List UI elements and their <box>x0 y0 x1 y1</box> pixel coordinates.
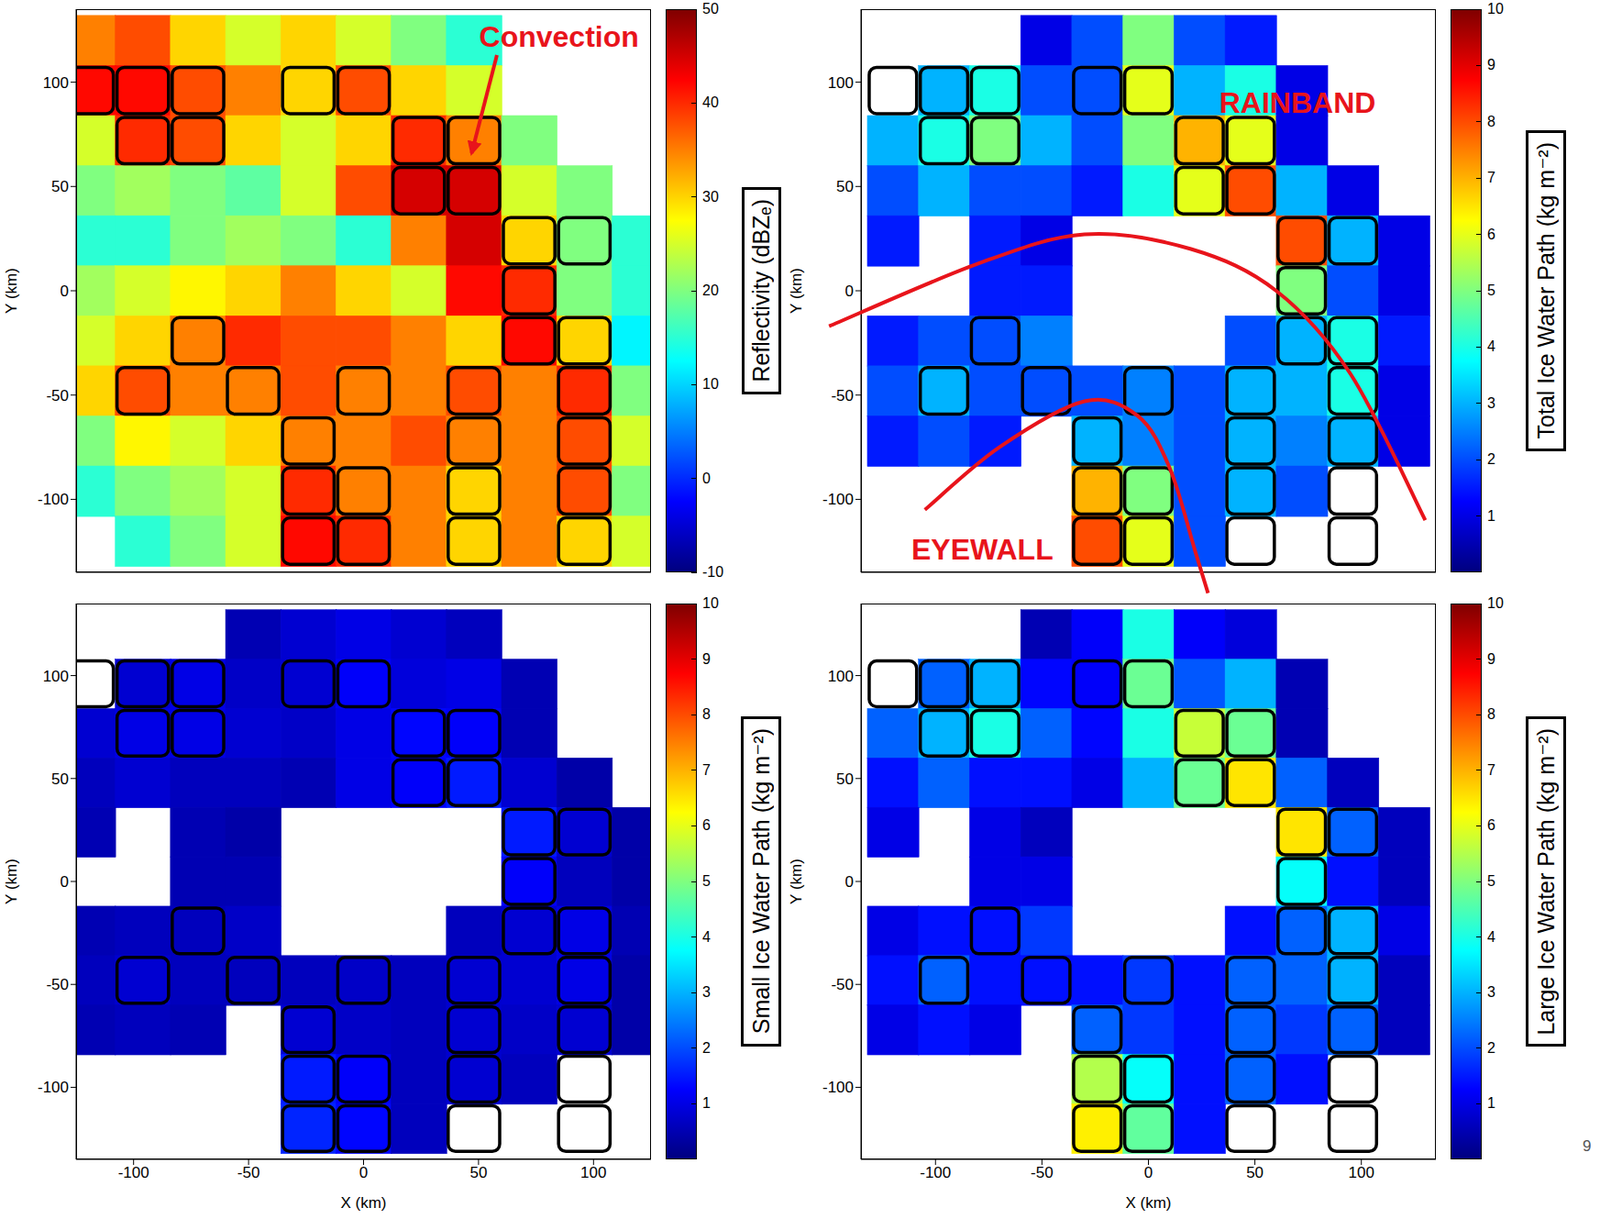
svg-text:50: 50 <box>1246 1163 1264 1181</box>
svg-text:0: 0 <box>359 1163 368 1181</box>
svg-text:50: 50 <box>836 177 854 196</box>
html-text:20: 20 <box>702 282 719 298</box>
svg-text:-50: -50 <box>830 975 854 994</box>
html-text:1: 1 <box>1487 1095 1496 1111</box>
html-text:2: 2 <box>1487 1039 1496 1056</box>
html-text:3: 3 <box>1487 984 1496 1000</box>
html-text:6: 6 <box>702 817 711 833</box>
html-text:9: 9 <box>1582 1136 1592 1155</box>
html-text:Large Ice Water Path (kg m⁻²): Large Ice Water Path (kg m⁻²) <box>1533 727 1559 1035</box>
svg-text:-50: -50 <box>237 1163 261 1181</box>
svg-text:Y (km): Y (km) <box>788 267 806 314</box>
svg-text:0: 0 <box>1144 1163 1153 1181</box>
html-text:7: 7 <box>1487 761 1496 778</box>
svg-text:100: 100 <box>43 667 69 685</box>
svg-text:50: 50 <box>51 770 69 788</box>
svg-text:-100: -100 <box>118 1163 150 1181</box>
svg-text:RAINBAND: RAINBAND <box>1219 86 1377 120</box>
html-text:5: 5 <box>1487 872 1496 889</box>
html-text:7: 7 <box>702 761 711 778</box>
svg-text:-50: -50 <box>830 386 854 405</box>
svg-text:-100: -100 <box>822 490 854 508</box>
html-text:5: 5 <box>1487 282 1496 298</box>
svg-text:Convection: Convection <box>479 20 640 54</box>
svg-text:Y (km): Y (km) <box>3 267 21 314</box>
svg-text:-50: -50 <box>45 975 69 994</box>
svg-text:50: 50 <box>836 770 854 788</box>
svg-text:-50: -50 <box>1030 1163 1054 1181</box>
html-text:4: 4 <box>1487 928 1496 945</box>
svg-text:Y (km): Y (km) <box>788 858 806 905</box>
html-text:2: 2 <box>702 1039 711 1056</box>
html-text:8: 8 <box>1487 113 1496 130</box>
svg-text:-100: -100 <box>37 490 69 508</box>
html-text:10: 10 <box>1487 595 1504 611</box>
svg-text:0: 0 <box>60 282 69 300</box>
html-text:3: 3 <box>702 984 711 1000</box>
html-text:9: 9 <box>702 650 711 667</box>
html-text:9: 9 <box>1487 650 1496 667</box>
html-text:-10: -10 <box>702 563 724 580</box>
html-text:2: 2 <box>1487 451 1496 467</box>
svg-text:100: 100 <box>580 1163 607 1181</box>
html-text:10: 10 <box>1487 0 1504 17</box>
html-text:50: 50 <box>702 0 719 17</box>
svg-text:Y (km): Y (km) <box>3 858 21 905</box>
html-text:9: 9 <box>1487 57 1496 73</box>
html-text:4: 4 <box>702 928 711 945</box>
html-text:10: 10 <box>702 595 719 611</box>
svg-text:X (km): X (km) <box>1125 1193 1171 1212</box>
html-text:3: 3 <box>1487 395 1496 411</box>
html-text:8: 8 <box>702 706 711 722</box>
svg-text:-100: -100 <box>822 1078 854 1096</box>
svg-text:100: 100 <box>43 74 69 92</box>
html-text:6: 6 <box>1487 226 1496 242</box>
html-text:6: 6 <box>1487 817 1496 833</box>
svg-text:EYEWALL: EYEWALL <box>911 532 1054 566</box>
html-text:4: 4 <box>1487 338 1496 355</box>
svg-text:-50: -50 <box>45 386 69 405</box>
svg-text:X (km): X (km) <box>340 1193 387 1212</box>
svg-text:100: 100 <box>827 667 854 685</box>
html-text:0: 0 <box>702 470 711 486</box>
svg-text:50: 50 <box>51 177 69 196</box>
svg-text:-100: -100 <box>37 1078 69 1096</box>
svg-text:-100: -100 <box>919 1163 951 1181</box>
svg-text:0: 0 <box>60 872 69 891</box>
html-text:5: 5 <box>702 872 711 889</box>
html-text:Reflectivity (dBZₑ): Reflectivity (dBZₑ) <box>747 199 774 383</box>
html-text:7: 7 <box>1487 169 1496 186</box>
html-text:8: 8 <box>1487 706 1496 722</box>
svg-text:100: 100 <box>827 74 854 92</box>
svg-text:0: 0 <box>845 282 854 300</box>
html-text:1: 1 <box>702 1095 711 1111</box>
html-text:40: 40 <box>702 94 719 111</box>
svg-text:0: 0 <box>845 872 854 891</box>
html-text:Small Ice Water Path (kg m⁻²): Small Ice Water Path (kg m⁻²) <box>748 728 774 1034</box>
svg-text:50: 50 <box>469 1163 487 1181</box>
svg-text:100: 100 <box>1348 1163 1375 1181</box>
html-text:Total Ice Water Path (kg m⁻²): Total Ice Water Path (kg m⁻²) <box>1533 142 1559 439</box>
html-text:30: 30 <box>702 188 719 205</box>
html-text:1: 1 <box>1487 507 1496 524</box>
html-text:10: 10 <box>702 376 719 392</box>
